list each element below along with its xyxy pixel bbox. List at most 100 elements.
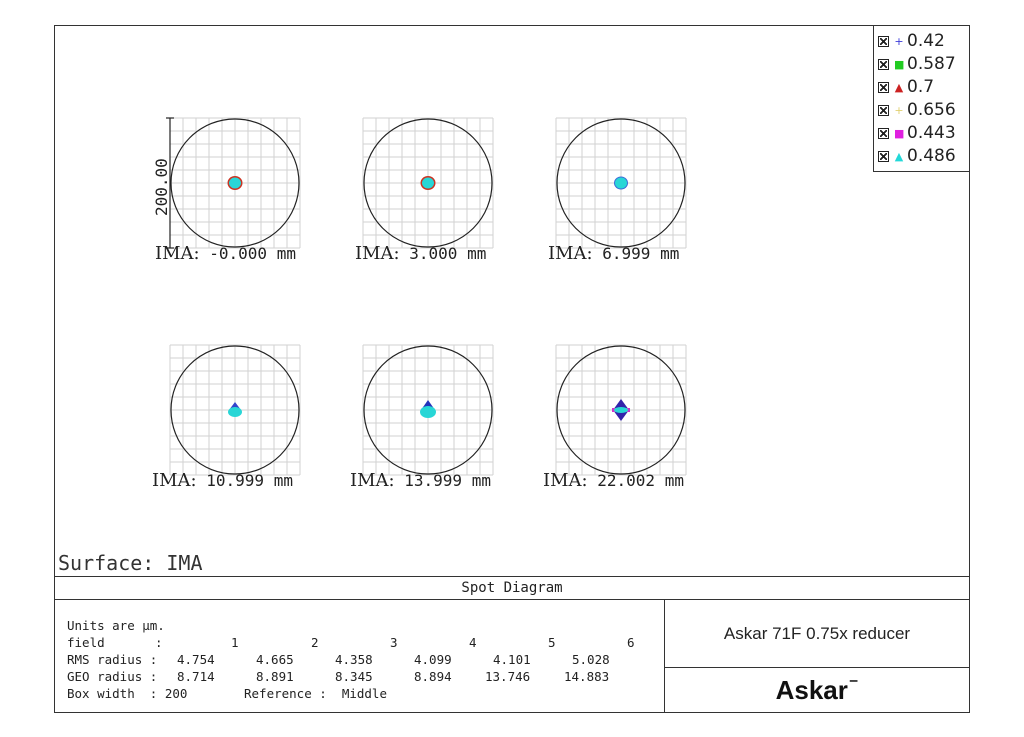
legend-checkbox-icon <box>878 150 889 162</box>
legend-item: ▲ 0.7 <box>878 76 934 98</box>
geo-value: 8.345 <box>335 669 373 684</box>
legend-label: 0.443 <box>907 123 956 143</box>
field-number: 6 <box>627 635 635 650</box>
spot-plot <box>169 344 301 476</box>
scale-bar: 200.00 <box>152 117 174 249</box>
legend-checkbox-icon <box>878 127 889 139</box>
diagram-title: Spot Diagram <box>55 576 969 600</box>
legend-item: ▲ 0.486 <box>878 145 956 167</box>
geo-value: 8.891 <box>256 669 294 684</box>
rms-value: 4.358 <box>335 652 373 667</box>
field-value: 22.002 <box>597 471 656 490</box>
field-value: 13.999 <box>404 471 463 490</box>
legend-marker-icon: + <box>894 103 904 117</box>
airy-disk <box>556 118 686 248</box>
brand-logo: Askar ⁻ <box>665 668 969 713</box>
geo-value: 14.883 <box>564 669 610 684</box>
legend-item: +0.656 <box>878 99 956 121</box>
legend-item: ■ 0.443 <box>878 122 956 144</box>
field-row-label: field: <box>67 635 163 650</box>
info-box: Units are µm. field: 1 2 3 4 5 6 RMS rad… <box>55 600 665 713</box>
field-label-4: IMA: 10.999 mm <box>152 470 293 491</box>
brand-text: Askar <box>775 675 848 705</box>
field-number: 4 <box>469 635 477 650</box>
legend-label: 0.587 <box>907 54 956 74</box>
legend-marker-icon: ▲ <box>894 149 904 163</box>
field-unit: mm <box>660 244 680 263</box>
rms-label: RMS radius : <box>67 652 158 667</box>
airy-disk <box>363 118 493 248</box>
airy-disk <box>363 345 493 475</box>
plot-area: 200.00 +0.42 ■ 0.587 ▲ 0.7 +0.656 ■ 0.443 ▲ 0.486… <box>55 26 969 576</box>
reference: Reference : Middle <box>244 686 387 701</box>
spot <box>612 399 630 421</box>
spot-plots-svg: 200.00 <box>152 117 687 476</box>
ima-prefix: IMA: <box>543 470 588 491</box>
legend-label: 0.42 <box>907 31 945 51</box>
field-number: 5 <box>548 635 556 650</box>
geo-label: GEO radius : <box>67 669 158 684</box>
spot <box>228 402 242 417</box>
field-label-5: IMA: 13.999 mm <box>350 470 491 491</box>
spot <box>614 176 628 190</box>
units-line: Units are µm. <box>67 618 165 633</box>
spot <box>420 400 436 418</box>
field-value: 6.999 <box>602 244 651 263</box>
spot-plot <box>169 117 301 249</box>
field-label-2: IMA: 3.000 mm <box>355 243 486 264</box>
rms-value: 4.101 <box>493 652 531 667</box>
field-unit: mm <box>471 471 491 490</box>
field-number: 2 <box>311 635 319 650</box>
field-label: field <box>67 635 105 650</box>
box-width: Box width : 200 <box>67 686 188 701</box>
spot-plot <box>362 117 494 249</box>
field-label-6: IMA: 22.002 mm <box>543 470 684 491</box>
legend-checkbox-icon <box>878 104 889 116</box>
field-label-3: IMA: 6.999 mm <box>548 243 679 264</box>
ima-prefix: IMA: <box>155 243 200 264</box>
spot <box>227 176 243 190</box>
geo-value: 8.894 <box>414 669 452 684</box>
legend-label: 0.486 <box>907 146 956 166</box>
legend-item: +0.42 <box>878 30 945 52</box>
legend-checkbox-icon <box>878 58 889 70</box>
spot-diagram-frame: 200.00 +0.42 ■ 0.587 ▲ 0.7 +0.656 ■ 0.443 ▲ 0.486… <box>54 25 970 713</box>
field-number: 3 <box>390 635 398 650</box>
field-value: -0.000 <box>209 244 268 263</box>
ima-prefix: IMA: <box>548 243 593 264</box>
product-name: Askar 71F 0.75x reducer <box>665 600 969 668</box>
field-unit: mm <box>276 244 296 263</box>
spot-plot <box>362 344 494 476</box>
scale-label: 200.00 <box>152 158 171 216</box>
field-value: 3.000 <box>409 244 458 263</box>
legend-marker-icon: ▲ <box>894 80 904 94</box>
field-unit: mm <box>467 244 487 263</box>
field-label-1: IMA: -0.000 mm <box>155 243 296 264</box>
legend-marker-icon: ■ <box>894 57 905 71</box>
legend-marker-icon: + <box>894 34 904 48</box>
geo-value: 8.714 <box>177 669 215 684</box>
field-value: 10.999 <box>206 471 265 490</box>
ima-prefix: IMA: <box>350 470 395 491</box>
airy-disk <box>170 345 300 475</box>
legend-label: 0.656 <box>907 100 956 120</box>
legend-marker-icon: ■ <box>894 126 905 140</box>
legend-label: 0.7 <box>907 77 935 97</box>
airy-disk <box>170 118 300 248</box>
rms-value: 4.665 <box>256 652 294 667</box>
ima-prefix: IMA: <box>355 243 400 264</box>
field-unit: mm <box>273 471 293 490</box>
spot-plot <box>555 117 687 249</box>
geo-value: 13.746 <box>485 669 531 684</box>
surface-label: Surface: IMA <box>58 551 203 575</box>
legend-checkbox-icon <box>878 35 889 47</box>
wavelength-legend: +0.42 ■ 0.587 ▲ 0.7 +0.656 ■ 0.443 ▲ 0.486 <box>873 26 969 172</box>
legend-checkbox-icon <box>878 81 889 93</box>
field-unit: mm <box>664 471 684 490</box>
legend-item: ■ 0.587 <box>878 53 956 75</box>
spot <box>420 176 436 190</box>
airy-disk <box>556 345 686 475</box>
rms-value: 5.028 <box>572 652 610 667</box>
spot-plot <box>555 344 687 476</box>
ima-prefix: IMA: <box>152 470 197 491</box>
